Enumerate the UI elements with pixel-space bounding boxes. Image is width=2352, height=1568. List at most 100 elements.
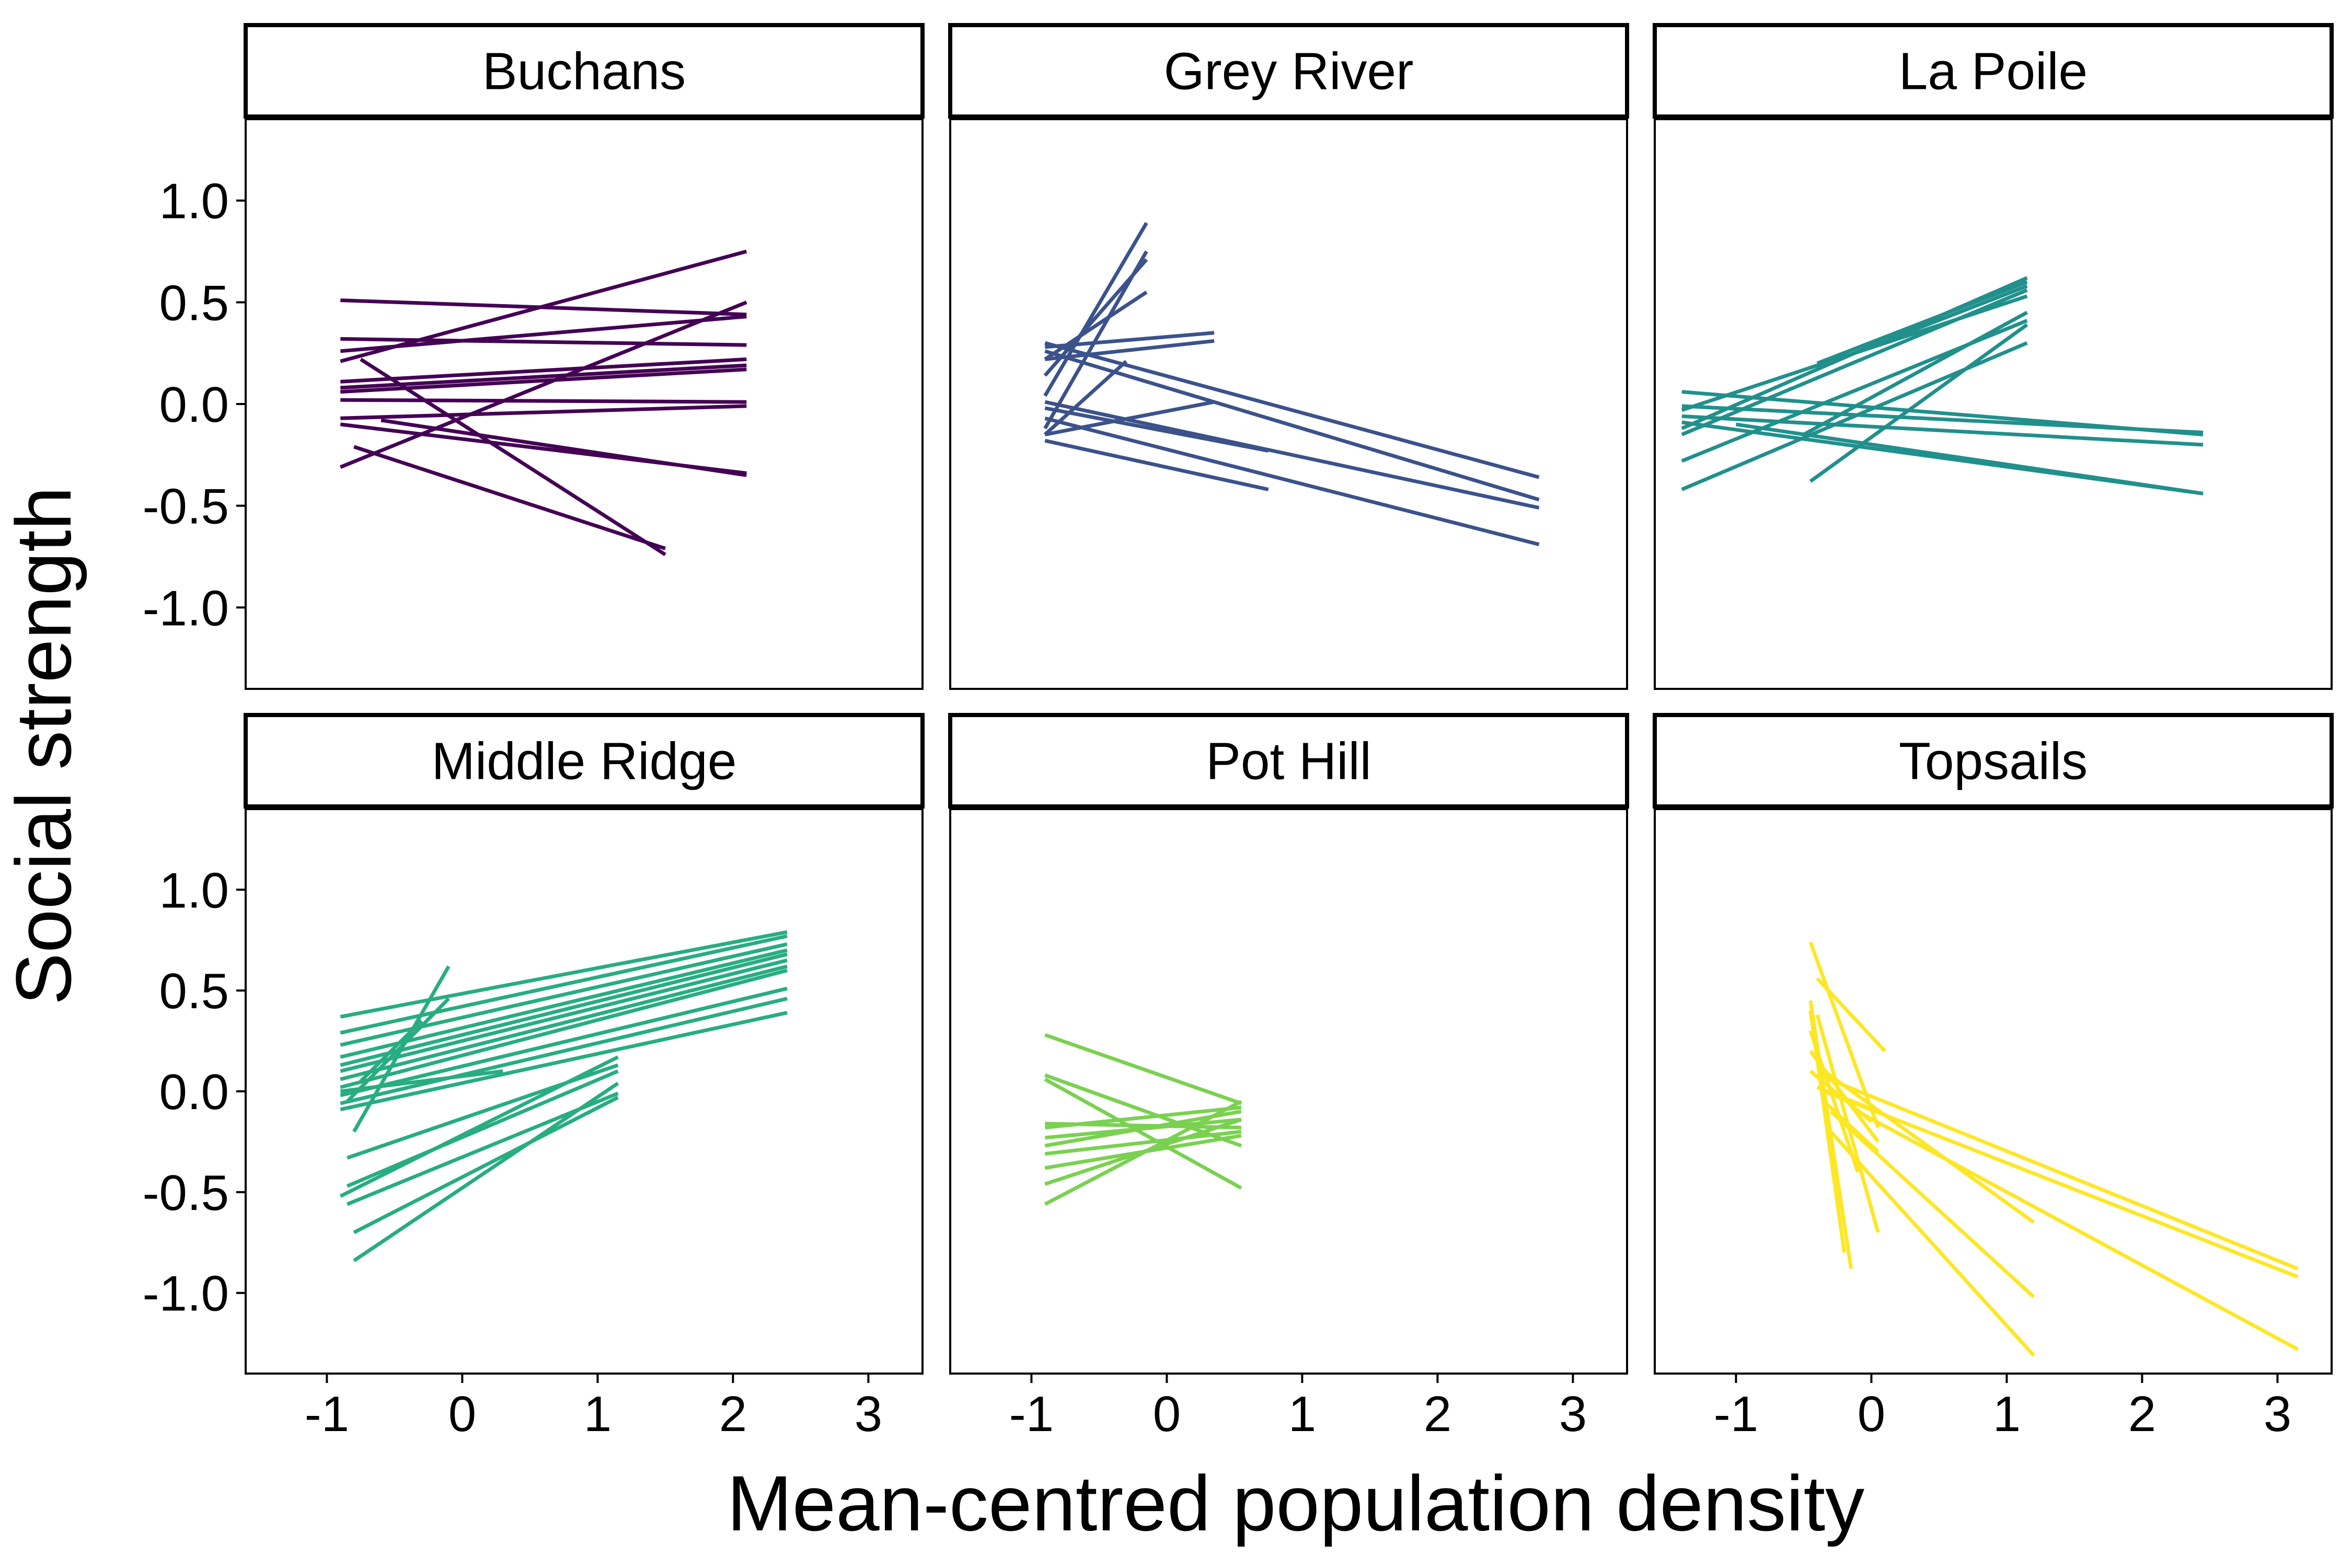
x-tick-label: 1: [1993, 1386, 2021, 1442]
x-tick-label: -1: [1009, 1386, 1054, 1442]
series-lines: [1681, 276, 2204, 495]
data-line: [340, 964, 788, 1081]
y-axis-title: Social strength: [0, 487, 87, 1005]
data-line: [340, 337, 747, 347]
facet-panel-pot-hill: Pot Hill -1 0 1 2 3: [948, 713, 1629, 1442]
data-line: [1044, 400, 1540, 510]
x-tick-label: 1: [1288, 1386, 1316, 1442]
panel-border: [949, 118, 1628, 690]
data-line: [340, 958, 788, 1073]
data-line: [1829, 1130, 2035, 1357]
x-tick-label: 0: [448, 1386, 476, 1442]
data-line: [1823, 1089, 2299, 1279]
data-line: [347, 1063, 619, 1160]
facet-panel-middle-ridge: Middle Ridge 1.0 0.5 0.0 -0.5 -1.0 -1 0 1 2 3: [143, 713, 925, 1442]
data-line: [1044, 1033, 1242, 1105]
facet-strip-label: Pot Hill: [1206, 732, 1371, 791]
y-tick-label: 0.0: [159, 377, 229, 433]
facet-strip-pot-hill: [948, 713, 1629, 809]
data-line: [381, 418, 747, 477]
x-axis-title: Mean-centred population density: [727, 1459, 1864, 1547]
data-line: [1816, 1086, 1879, 1113]
data-line: [1044, 1105, 1242, 1129]
data-line: [1816, 280, 2028, 365]
x-tick-label: 3: [1559, 1386, 1587, 1442]
data-line: [1044, 341, 1540, 479]
y-tick-label: 0.0: [159, 1064, 229, 1120]
facet-strip-la-poile: [1653, 23, 2334, 119]
data-line: [340, 952, 788, 1067]
data-line: [340, 1069, 503, 1093]
data-line: [340, 997, 788, 1105]
data-line: [340, 249, 747, 363]
x-tick-label: -1: [1714, 1386, 1758, 1442]
facet-strip-buchans: [244, 23, 925, 119]
data-line: [1823, 1075, 2299, 1271]
data-line: [1044, 406, 1269, 453]
facet-strip-label: La Poile: [1899, 42, 2088, 101]
data-line: [346, 1069, 619, 1188]
facet-strip-label: Topsails: [1899, 732, 2088, 791]
data-line: [1044, 349, 1540, 502]
data-line: [1816, 977, 1886, 1053]
data-line: [339, 301, 747, 469]
data-line: [340, 930, 788, 1019]
data-line: [1681, 404, 2204, 434]
data-line: [1044, 1117, 1242, 1186]
facet-strip-middle-ridge: [244, 713, 925, 809]
data-line: [1823, 1100, 1880, 1154]
data-line: [340, 363, 747, 390]
series-lines: [1808, 941, 2299, 1357]
panel-border: [1654, 118, 2333, 690]
y-tick-label: 1.0: [159, 174, 229, 229]
y-tick-label: 0.5: [159, 275, 229, 331]
data-line: [1808, 1000, 1853, 1269]
facet-panels: Buchans 1.0 0.5 0.0 -0.5 -1.0 Grey River La Poi…: [143, 23, 2334, 1442]
data-line: [360, 358, 666, 557]
facet-panel-grey-river: Grey River: [948, 23, 1629, 690]
facet-panel-topsails: Topsails -1 0 1 2 3: [1653, 713, 2334, 1442]
facet-strip-topsails: [1653, 713, 2334, 809]
data-line: [340, 1011, 788, 1112]
y-tick-label: 0.5: [159, 963, 229, 1019]
facet-strip-label: Grey River: [1164, 42, 1414, 101]
x-tick-label: 0: [1153, 1386, 1181, 1442]
data-line: [340, 986, 788, 1098]
data-line: [1043, 222, 1148, 397]
series-lines: [339, 930, 788, 1262]
data-line: [340, 367, 747, 394]
data-line: [1808, 941, 1880, 1128]
data-line: [1044, 416, 1540, 546]
data-line: [340, 357, 747, 384]
panel-border: [949, 808, 1628, 1375]
series-lines: [339, 249, 747, 557]
series-lines: [1044, 1033, 1242, 1206]
data-line: [1043, 250, 1148, 430]
data-line: [1803, 310, 2028, 436]
y-tick-label: -1.0: [143, 1266, 229, 1322]
data-line: [359, 1019, 423, 1083]
x-tick-label: 2: [2128, 1386, 2156, 1442]
facet-panel-la-poile: La Poile: [1653, 23, 2334, 690]
data-line: [353, 1096, 619, 1235]
data-line: [340, 969, 788, 1089]
x-tick-label: 2: [719, 1386, 747, 1442]
panel-border: [1654, 808, 2333, 1375]
x-tick-label: 1: [584, 1386, 612, 1442]
data-line: [1044, 339, 1215, 361]
data-line: [1823, 1069, 2035, 1224]
y-tick-label: -1.0: [143, 580, 229, 636]
x-tick-label: 3: [855, 1386, 882, 1442]
data-line: [1044, 1129, 1242, 1156]
facet-strip-grey-river: [948, 23, 1629, 119]
data-line: [1044, 1077, 1242, 1190]
data-line: [1044, 400, 1215, 436]
data-line: [340, 404, 747, 420]
data-line: [1045, 331, 1215, 349]
data-line: [1829, 1110, 2035, 1298]
data-line: [1044, 439, 1269, 491]
data-line: [1681, 414, 2204, 447]
data-line: [1816, 284, 2028, 370]
x-tick-label: 2: [1424, 1386, 1451, 1442]
data-line: [353, 445, 666, 550]
